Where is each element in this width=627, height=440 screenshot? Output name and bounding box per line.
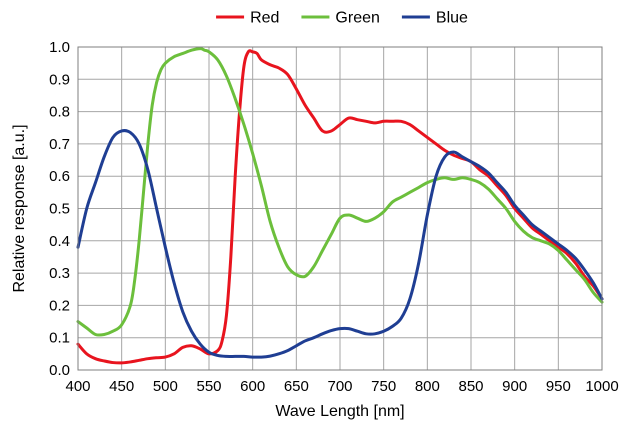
legend-item-blue: Blue — [401, 10, 468, 27]
y-tick-label: 0.3 — [49, 265, 70, 282]
series-layer — [76, 47, 604, 365]
series-line-red — [76, 49, 604, 365]
x-tick-label: 550 — [196, 378, 221, 395]
x-tick-labels: 400 450 500 550 600 650 700 750 800 850 900 950 1000 — [65, 378, 618, 395]
legend: Red Green Blue — [216, 10, 468, 27]
y-tick-label: 0.0 — [49, 362, 70, 379]
y-tick-label: 0.9 — [49, 71, 70, 88]
x-tick-label: 800 — [415, 378, 440, 395]
y-tick-label: 0.1 — [49, 330, 70, 347]
x-tick-label: 400 — [65, 378, 90, 395]
y-tick-label: 0.8 — [49, 104, 70, 121]
series-line-blue — [76, 129, 604, 359]
y-tick-labels: 0.0 0.1 0.2 0.3 0.4 0.5 0.6 0.7 0.8 0.9 1.0 — [49, 39, 70, 379]
y-tick-label: 1.0 — [49, 39, 70, 56]
y-tick-label: 0.6 — [49, 168, 70, 185]
plot-border — [77, 46, 603, 371]
y-tick-label: 0.7 — [49, 136, 70, 153]
x-axis-title: Wave Length [nm] — [275, 403, 404, 420]
x-tick-label: 1000 — [585, 378, 618, 395]
x-tick-label: 600 — [240, 378, 265, 395]
y-axis-title: Relative response [a.u.] — [11, 124, 28, 292]
x-tick-label: 450 — [109, 378, 134, 395]
y-tick-label: 0.5 — [49, 201, 70, 218]
series-line-green — [76, 47, 604, 337]
legend-label-red: Red — [250, 10, 279, 27]
x-tick-label: 750 — [371, 378, 396, 395]
x-tick-label: 700 — [327, 378, 352, 395]
y-tick-label: 0.2 — [49, 297, 70, 314]
x-tick-label: 850 — [458, 378, 483, 395]
x-tick-label: 500 — [153, 378, 178, 395]
legend-label-blue: Blue — [436, 10, 468, 27]
x-tick-label: 650 — [284, 378, 309, 395]
legend-item-red: Red — [216, 10, 279, 27]
x-tick-label: 900 — [502, 378, 527, 395]
y-tick-label: 0.4 — [49, 233, 70, 250]
legend-item-green: Green — [301, 10, 380, 27]
legend-label-green: Green — [335, 10, 379, 27]
x-tick-label: 950 — [546, 378, 571, 395]
